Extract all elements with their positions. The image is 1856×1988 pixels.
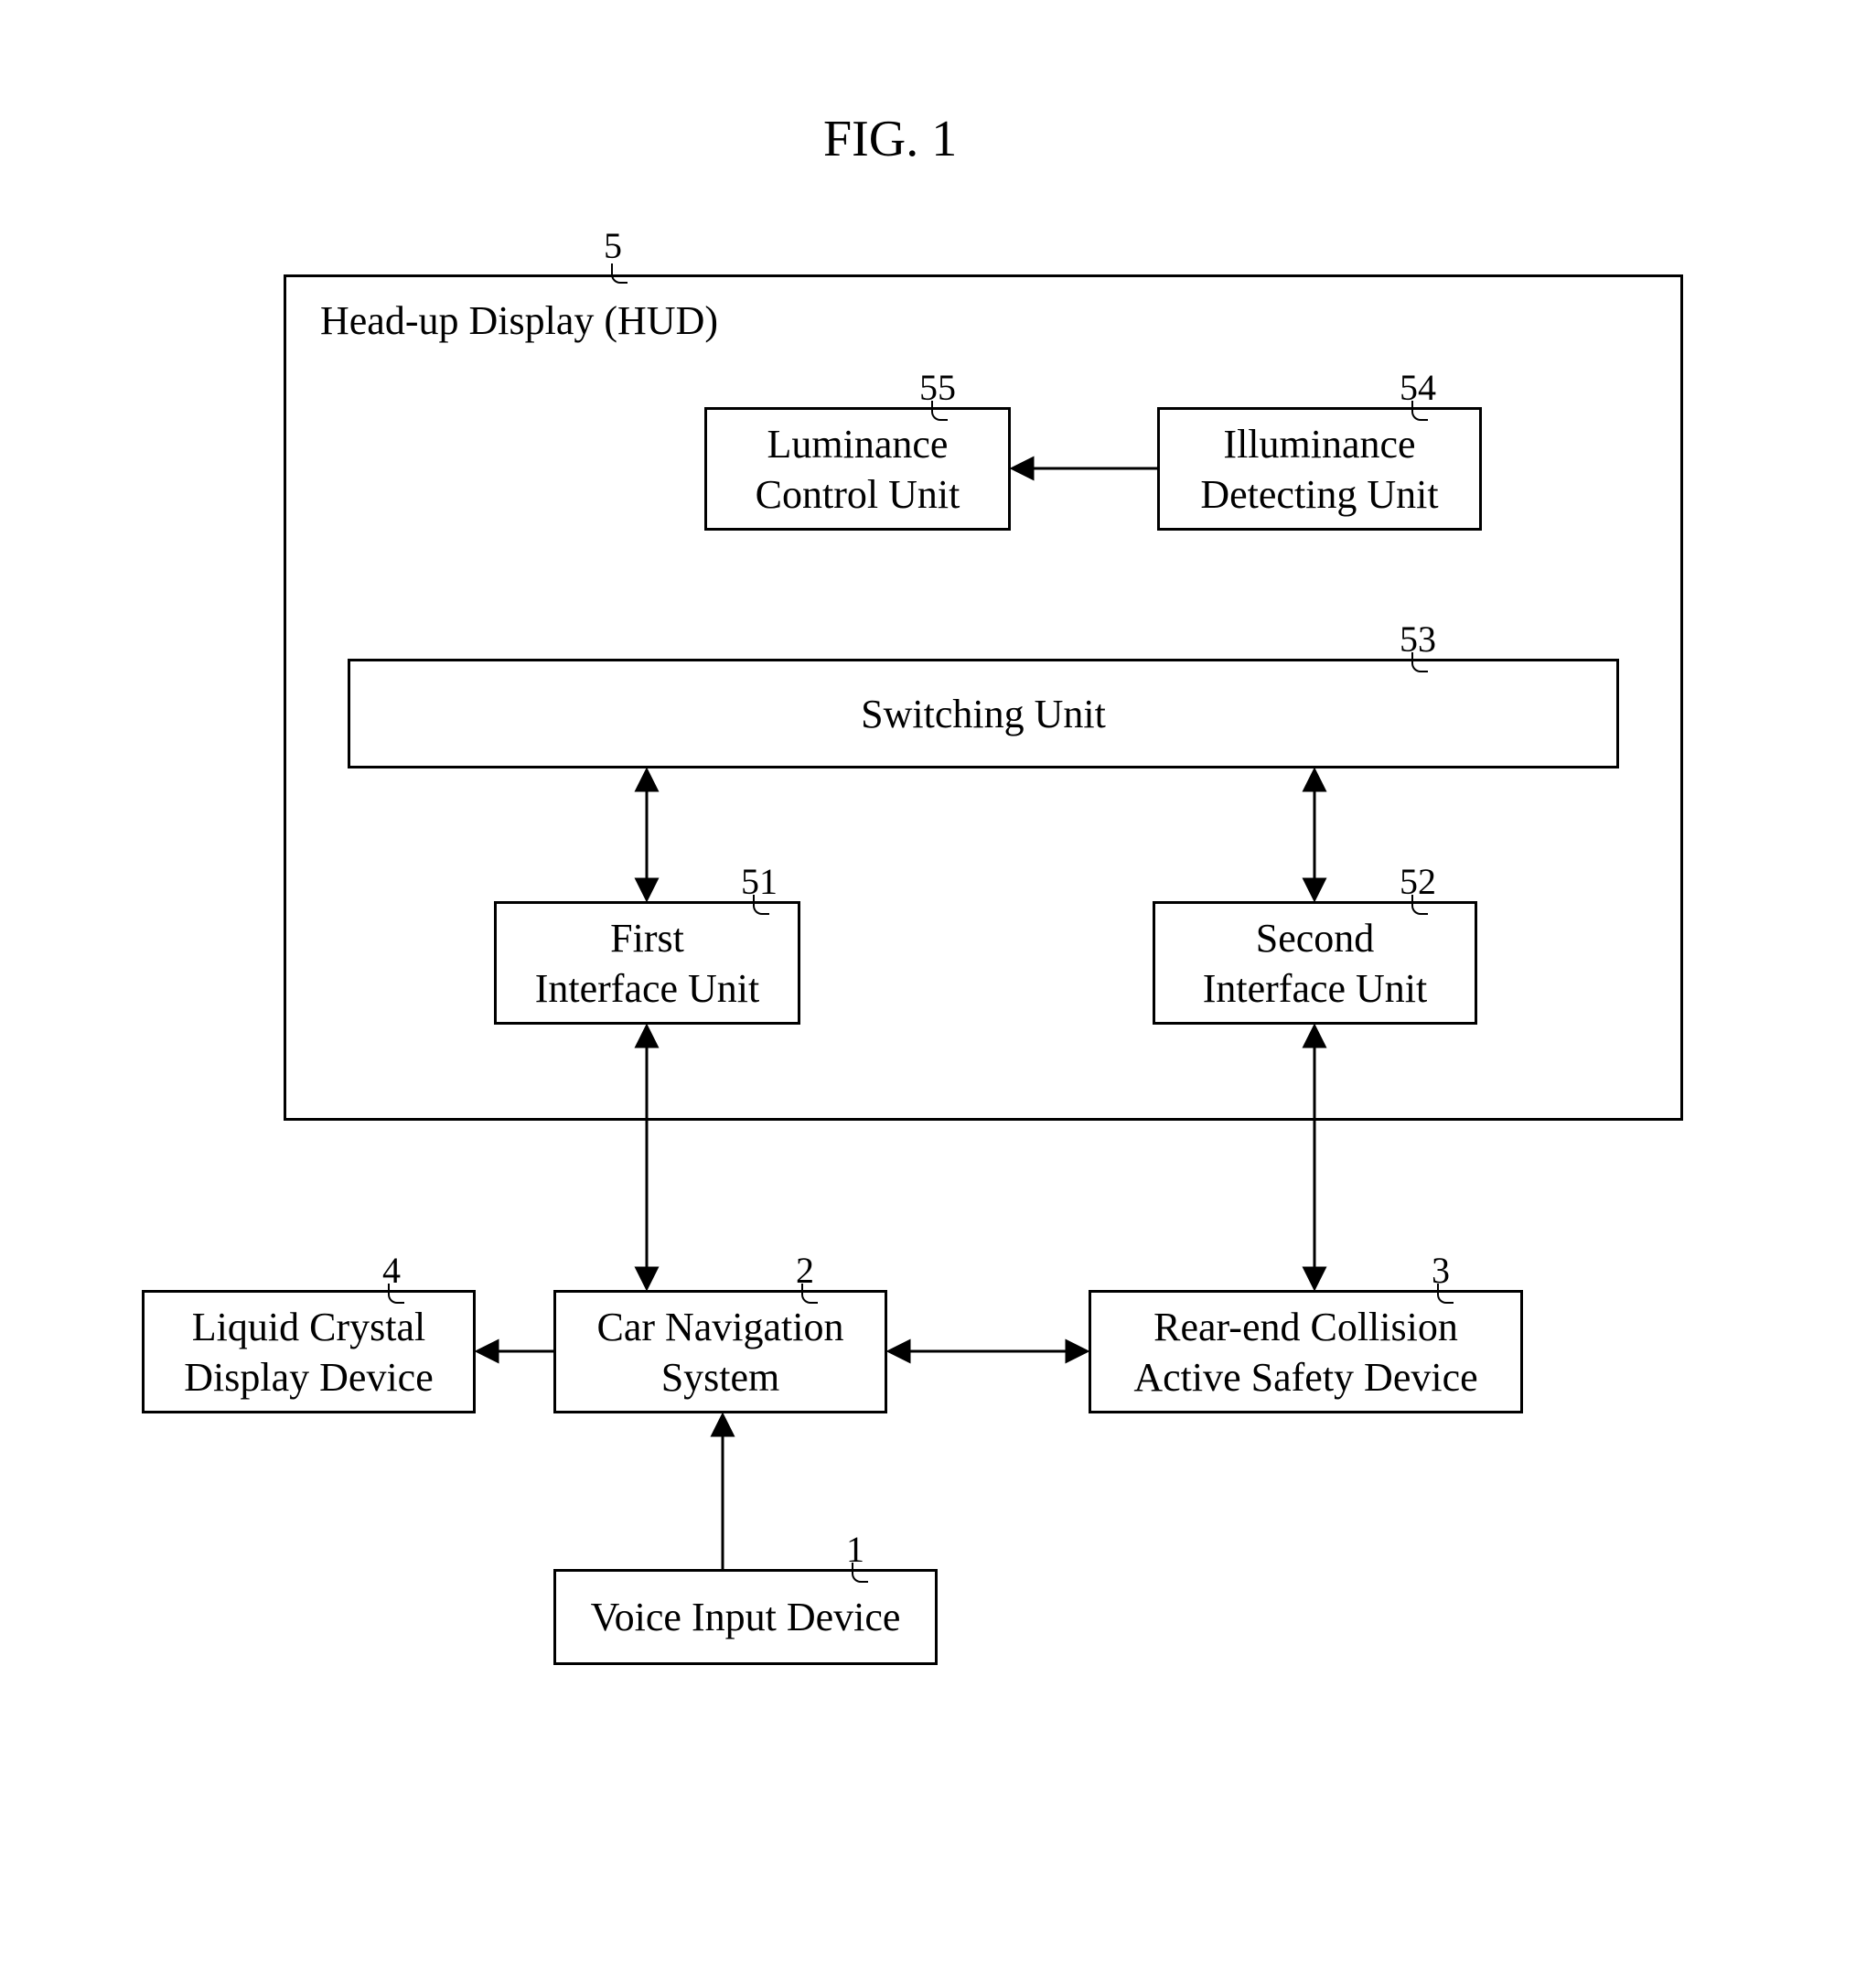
tick-51: [753, 895, 769, 915]
tick-53: [1411, 652, 1428, 672]
luminance-label: Luminance Control Unit: [756, 419, 960, 520]
illuminance-detecting-unit: Illuminance Detecting Unit: [1157, 407, 1482, 531]
figure-title: FIG. 1: [823, 110, 957, 168]
rear-end-safety-device: Rear-end Collision Active Safety Device: [1089, 1290, 1523, 1413]
switching-label: Switching Unit: [861, 689, 1106, 739]
safety-label: Rear-end Collision Active Safety Device: [1133, 1302, 1477, 1402]
iface2-label: Second Interface Unit: [1203, 913, 1428, 1014]
lcd-device: Liquid Crystal Display Device: [142, 1290, 476, 1413]
car-navigation-system: Car Navigation System: [553, 1290, 887, 1413]
tick-2: [801, 1284, 818, 1304]
ref-5: 5: [604, 224, 622, 267]
tick-52: [1411, 895, 1428, 915]
switching-unit: Switching Unit: [348, 659, 1619, 768]
tick-1: [852, 1563, 868, 1583]
tick-55: [931, 401, 948, 421]
tick-3: [1437, 1284, 1454, 1304]
hud-container-label: Head-up Display (HUD): [320, 297, 718, 344]
tick-5: [611, 263, 628, 284]
tick-4: [388, 1284, 404, 1304]
luminance-control-unit: Luminance Control Unit: [704, 407, 1011, 531]
iface1-label: First Interface Unit: [535, 913, 760, 1014]
voice-label: Voice Input Device: [591, 1592, 901, 1642]
voice-input-device: Voice Input Device: [553, 1569, 938, 1665]
lcd-label: Liquid Crystal Display Device: [184, 1302, 433, 1402]
illuminance-label: Illuminance Detecting Unit: [1200, 419, 1438, 520]
tick-54: [1411, 401, 1428, 421]
second-interface-unit: Second Interface Unit: [1153, 901, 1477, 1025]
nav-label: Car Navigation System: [596, 1302, 843, 1402]
diagram-canvas: FIG. 1 Head-up Display (HUD) 5 Luminance…: [0, 0, 1856, 1988]
first-interface-unit: First Interface Unit: [494, 901, 800, 1025]
